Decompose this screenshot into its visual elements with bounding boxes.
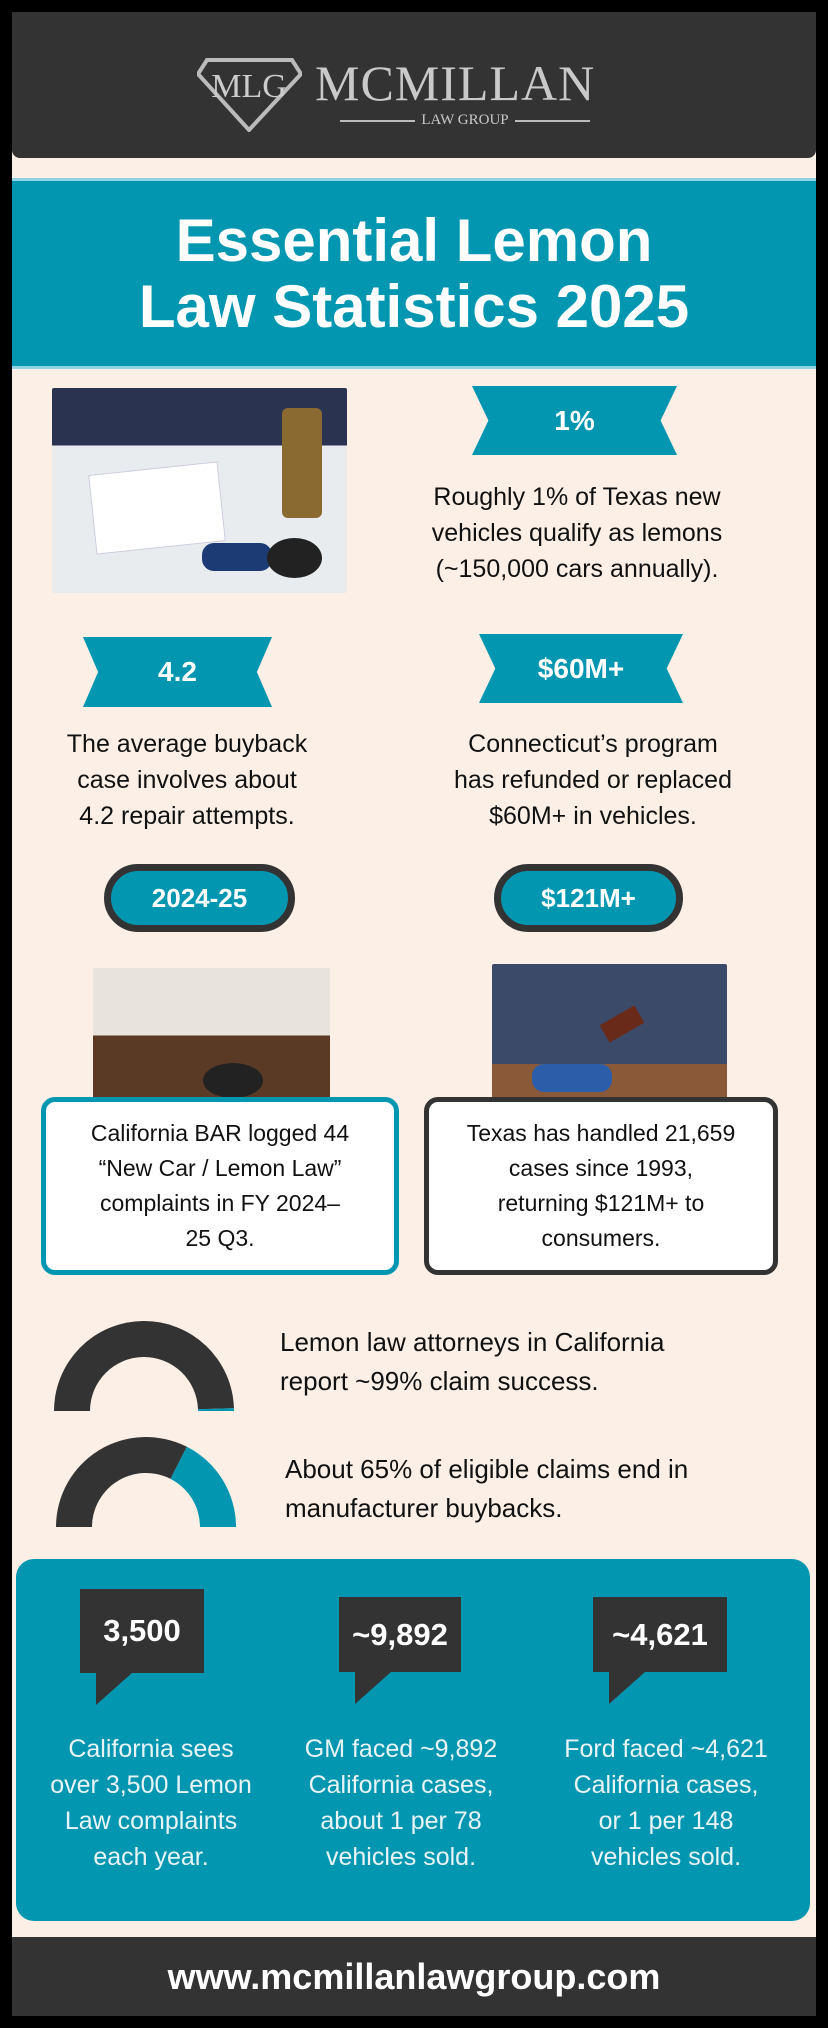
gauge-text-1: Lemon law attorneys in California report … [280,1327,665,1396]
callout-3: ~4,621 [593,1597,727,1704]
title-band: Essential Lemon Law Statistics 2025 [12,178,816,369]
gauge-value-arc [54,1320,234,1411]
website-url-text[interactable]: www.mcmillanlawgroup.com [167,1955,661,1997]
brand-subtitle-text: LAW GROUP [421,112,509,128]
stat-text-1: Roughly 1% of Texas new vehicles qualify … [431,483,723,583]
gauge-remainder-arc [197,1408,234,1411]
diamond-logo-icon: MLG [195,58,304,133]
lawyer-desk-photo [52,388,347,593]
infographic: MLG MCMILLAN LAW GROUP Essential Lemon L… [12,12,816,2016]
gavel-car-photo [492,964,727,1118]
stat-text-2: The average buyback case involves about 4.… [66,730,308,830]
website-url[interactable]: www.mcmillanlawgroup.com [12,1937,816,2016]
gauge-text-2: About 65% of eligible claims end in manuf… [285,1454,689,1523]
callout-text-2: GM faced ~9,892 California cases, about 1 … [304,1735,498,1871]
stat-text-3: Connecticut’s program has refunded or rep… [454,730,732,830]
logo: MLG MCMILLAN LAW GROUP [195,52,637,133]
gauge-chart-1 [54,1320,234,1411]
meeting-photo [93,968,330,1118]
stat-badge-3: $60M+ [479,634,683,703]
gauge-value-arc [56,1437,187,1527]
brand-subtitle: LAW GROUP [315,112,615,129]
gauge-chart-2 [56,1437,236,1527]
card-california-bar: California BAR logged 44 “New Car / Lemon… [41,1097,399,1275]
callout-value-2: ~9,892 [339,1597,461,1672]
title-line-1: Essential Lemon [175,206,653,274]
gauge-remainder-arc [170,1446,236,1527]
card-badge-2: $121M+ [494,864,683,932]
callout-text-1: California sees over 3,500 Lemon Law compl… [50,1735,252,1871]
card-badge-1: 2024-25 [104,864,295,932]
callout-panel: 3,500 California sees over 3,500 Lemon Law… [16,1559,810,1921]
callout-text-3: Ford faced ~4,621 California cases, or 1 p… [564,1735,768,1871]
callout-1: 3,500 [80,1589,204,1705]
stat-badge-2: 4.2 [83,637,272,707]
stat-badge-1: 1% [472,386,677,455]
page-title: Essential Lemon Law Statistics 2025 [12,206,816,340]
callout-2: ~9,892 [339,1597,461,1704]
card-texas: Texas has handled 21,659 cases since 1993… [424,1097,778,1275]
callout-value-3: ~4,621 [593,1597,727,1672]
callout-value-1: 3,500 [80,1589,204,1673]
brand-name: MCMILLAN [315,55,596,111]
title-line-2: Law Statistics 2025 [138,272,690,340]
svg-text:MLG: MLG [211,68,287,105]
header: MLG MCMILLAN LAW GROUP [12,12,816,158]
